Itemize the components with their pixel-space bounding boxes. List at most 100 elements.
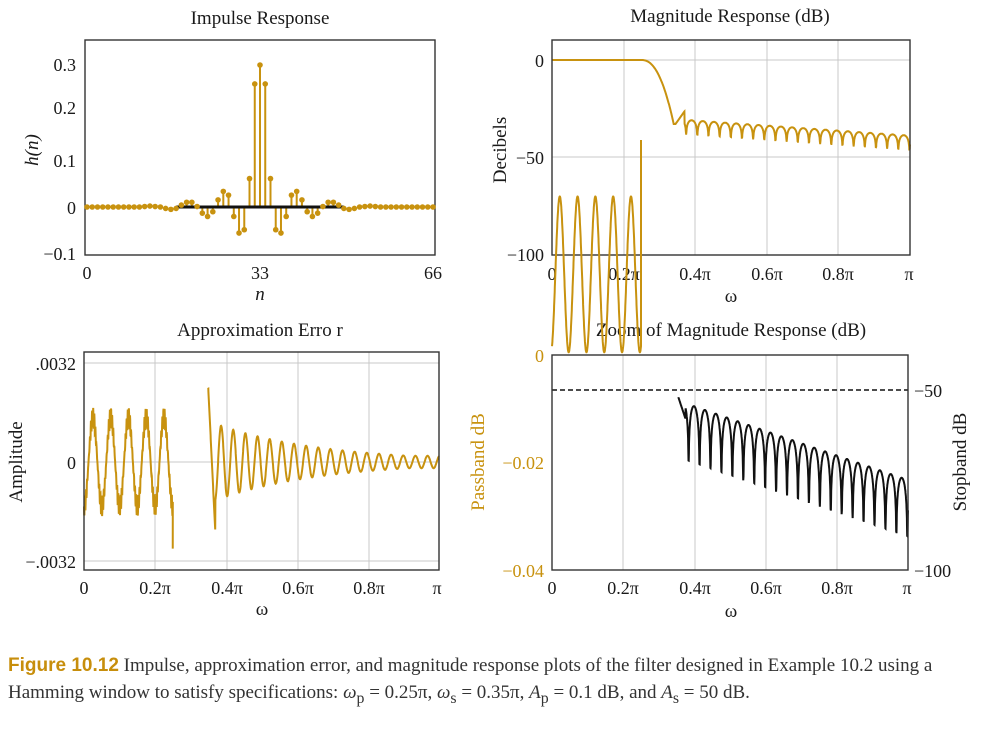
stem-marker <box>346 206 352 213</box>
zoom-ytick-left-3: −0.04 <box>502 561 544 581</box>
impulse-frame <box>84 39 436 256</box>
impulse-ylabel: h(n) <box>22 134 43 166</box>
figure-caption: Figure 10.12 Impulse, approximation erro… <box>8 652 976 712</box>
stem-marker <box>257 62 263 68</box>
stem-marker <box>236 230 242 236</box>
error-xtick-2: 0.2π <box>139 578 171 598</box>
caption-ws-sub: s <box>450 689 457 707</box>
stem-marker <box>335 202 342 208</box>
stem-marker <box>288 192 295 198</box>
magnitude-xlabel: ω <box>725 286 738 307</box>
impulse-ytick-1: 0.3 <box>54 55 77 75</box>
stem-marker <box>173 205 179 212</box>
stem-marker <box>178 202 185 208</box>
caption-text: Impulse, approximation error, and magnit… <box>8 655 933 703</box>
stem-marker <box>115 204 122 210</box>
magnitude-ylabel: Decibels <box>490 117 511 183</box>
error-xtick-6: π <box>432 578 441 598</box>
stem-marker <box>157 204 164 210</box>
stem-marker <box>189 199 195 206</box>
stem-marker <box>299 197 305 203</box>
stem-marker <box>383 204 389 210</box>
stem-marker <box>388 204 394 210</box>
zoom-ytick-right-1: −50 <box>914 381 942 401</box>
stem-marker <box>89 204 96 210</box>
stem-marker <box>168 206 174 213</box>
error-ytick-3: −.0032 <box>25 552 76 572</box>
figure-canvas: Impulse Response 0.3 0.2 0.1 0 −0.1 0 33… <box>6 6 971 622</box>
stem-marker <box>152 203 158 210</box>
panel-magnitude: Magnitude Response (dB) 0 −50 −100 0 0.2… <box>490 6 914 307</box>
stem-marker <box>183 199 190 206</box>
magnitude-xtick-4: 0.6π <box>751 264 783 284</box>
caption-ws-value: = 0.35π, <box>456 682 530 703</box>
stem-marker <box>267 175 274 182</box>
stem-marker <box>147 203 153 209</box>
stem-marker <box>241 226 248 233</box>
panel-impulse: Impulse Response 0.3 0.2 0.1 0 −0.1 0 33… <box>22 8 442 305</box>
stem-marker <box>215 197 221 203</box>
caption-wp-value: = 0.25π, <box>364 682 433 703</box>
caption-ws-symbol: ω <box>437 682 451 703</box>
stem-marker <box>204 213 211 220</box>
stem-marker <box>314 210 321 216</box>
magnitude-frame <box>551 39 911 256</box>
panel-error: Approximation Erro r .0032 0 −.0032 0 0.… <box>6 320 442 620</box>
stem-marker <box>225 192 232 198</box>
error-xtick-5: 0.8π <box>353 578 385 598</box>
stem-marker <box>362 203 368 210</box>
stem-marker <box>99 204 106 210</box>
stem-marker <box>393 204 400 210</box>
magnitude-xtick-2: 0.2π <box>608 264 640 284</box>
error-frame <box>83 351 440 571</box>
caption-wp-sub: p <box>356 689 365 707</box>
error-series-line <box>83 387 440 549</box>
zoom-xtick-6: π <box>902 578 911 598</box>
stem-marker <box>320 203 326 210</box>
stem-marker <box>377 204 384 210</box>
stem-marker <box>105 204 111 210</box>
stem-marker <box>94 204 101 210</box>
zoom-frame <box>551 354 909 571</box>
stem-marker <box>141 203 148 210</box>
caption-wp-symbol: ω <box>343 682 357 703</box>
zoom-xtick-5: 0.8π <box>821 578 853 598</box>
stem-marker <box>330 199 337 206</box>
zoom-ytick-left-2: −0.02 <box>502 453 544 473</box>
stem-marker <box>325 199 331 206</box>
impulse-xlabel: n <box>255 284 265 305</box>
stem-marker <box>424 204 431 210</box>
stem-marker <box>351 205 358 212</box>
impulse-ytick-4: 0 <box>67 198 76 218</box>
zoom-ylabel-right: Stopband dB <box>950 413 971 512</box>
stem-marker <box>309 213 316 220</box>
caption-label: Figure 10.12 <box>8 655 119 676</box>
zoom-passband-line <box>551 140 642 354</box>
caption-as-value: = 50 dB. <box>679 682 750 703</box>
magnitude-xtick-3: 0.4π <box>679 264 711 284</box>
error-xtick-4: 0.6π <box>282 578 314 598</box>
impulse-stems <box>84 62 436 236</box>
zoom-xtick-4: 0.6π <box>750 578 782 598</box>
panel-zoom: Zoom of Magnitude Response (dB) 0 −0.02 … <box>468 140 971 622</box>
zoom-xtick-2: 0.2π <box>607 578 639 598</box>
error-ylabel: Amplitude <box>6 421 27 502</box>
magnitude-ytick-3: −100 <box>507 245 544 265</box>
zoom-title: Zoom of Magnitude Response (dB) <box>596 320 866 341</box>
magnitude-series-line <box>552 59 911 151</box>
zoom-ylabel-left: Passband dB <box>468 413 489 511</box>
stem-marker <box>126 204 132 210</box>
stem-marker <box>403 204 410 210</box>
impulse-ytick-5: −0.1 <box>43 244 76 264</box>
stem-marker <box>199 210 206 216</box>
stem-marker <box>398 204 405 210</box>
zoom-stopband-line <box>677 397 909 539</box>
error-xtick-3: 0.4π <box>211 578 243 598</box>
zoom-xtick-3: 0.4π <box>679 578 711 598</box>
magnitude-ytick-2: −50 <box>516 148 544 168</box>
caption-as-sub: s <box>672 689 680 707</box>
stem-marker <box>120 204 127 210</box>
stem-marker <box>356 204 363 210</box>
magnitude-xtick-6: π <box>904 264 913 284</box>
error-xlabel: ω <box>256 599 269 620</box>
